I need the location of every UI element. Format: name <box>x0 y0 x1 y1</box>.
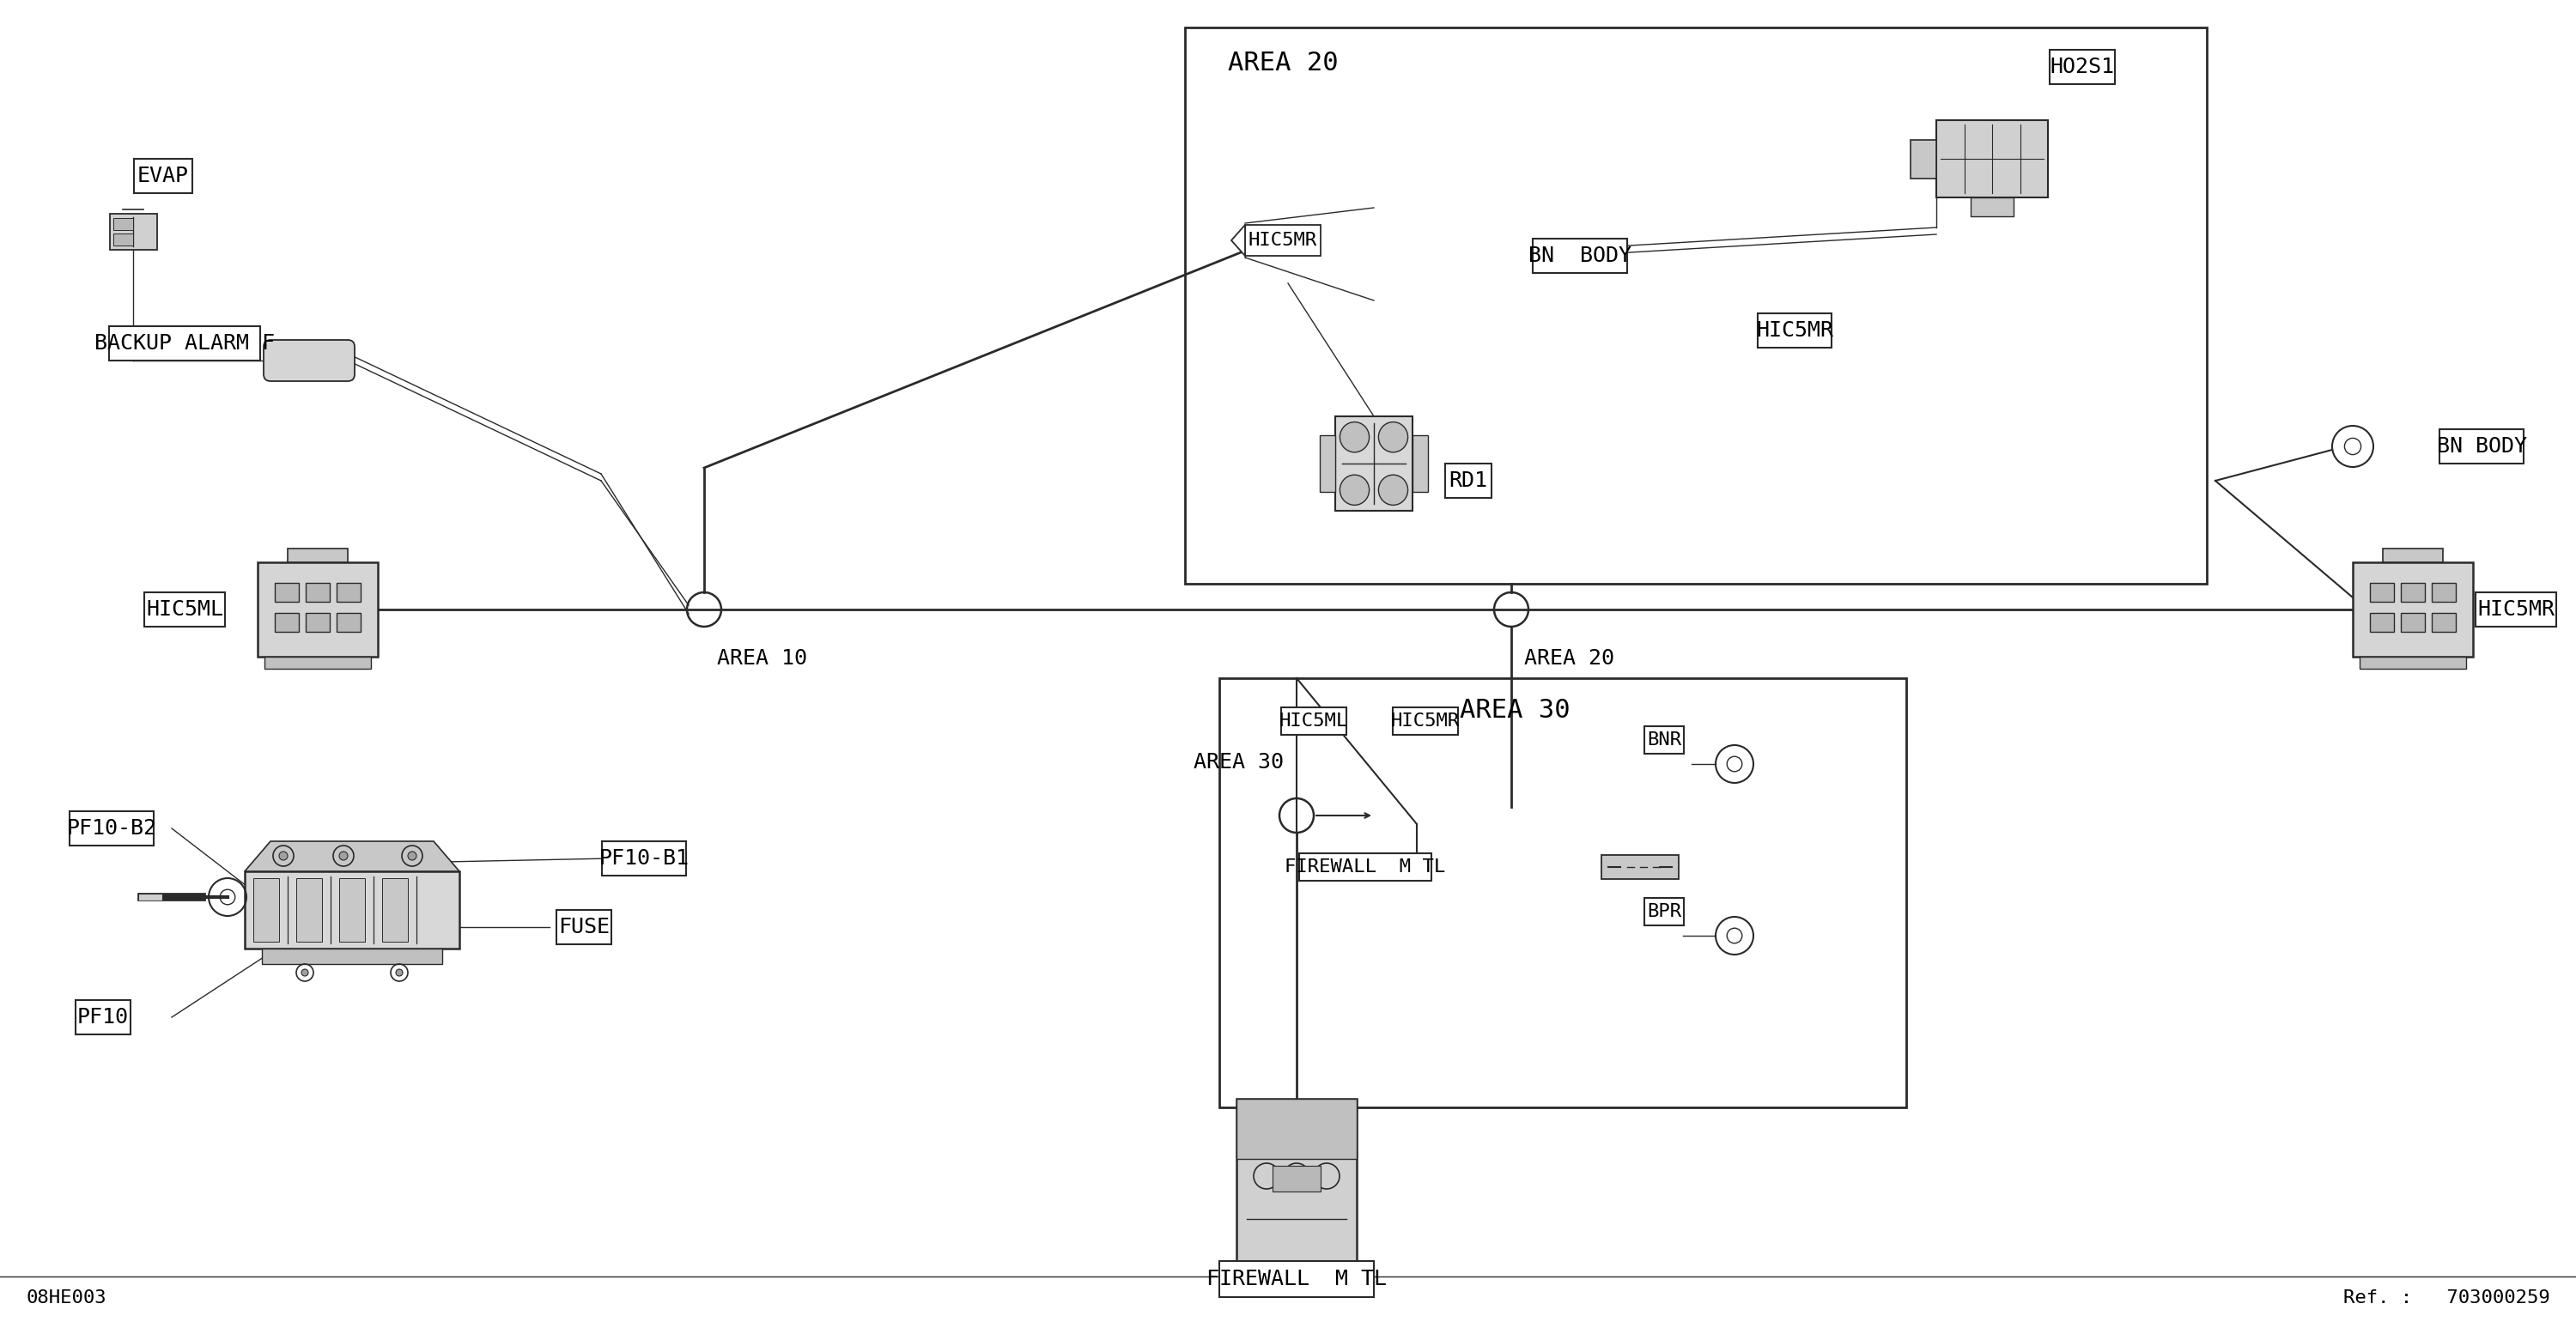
FancyBboxPatch shape <box>1218 679 1906 1108</box>
Text: Ref. :   703000259: Ref. : 703000259 <box>2344 1289 2550 1307</box>
FancyBboxPatch shape <box>1971 198 2014 216</box>
FancyBboxPatch shape <box>134 159 193 193</box>
FancyBboxPatch shape <box>340 878 366 942</box>
Text: AREA 20: AREA 20 <box>1525 648 1615 669</box>
FancyBboxPatch shape <box>113 218 134 230</box>
FancyBboxPatch shape <box>381 878 407 942</box>
Text: BPR: BPR <box>1646 903 1682 920</box>
Text: BN  BODY: BN BODY <box>1528 246 1631 266</box>
FancyBboxPatch shape <box>1412 436 1427 491</box>
Text: AREA 30: AREA 30 <box>1461 699 1571 724</box>
FancyBboxPatch shape <box>1236 1098 1358 1159</box>
FancyBboxPatch shape <box>113 234 134 246</box>
FancyBboxPatch shape <box>2352 562 2473 657</box>
Text: HIC5ML: HIC5ML <box>147 599 224 620</box>
FancyBboxPatch shape <box>296 878 322 942</box>
Text: 08HE003: 08HE003 <box>26 1289 106 1307</box>
Circle shape <box>397 969 402 976</box>
FancyBboxPatch shape <box>2432 614 2455 632</box>
Text: AREA 30: AREA 30 <box>1193 752 1283 773</box>
FancyBboxPatch shape <box>70 811 155 845</box>
FancyBboxPatch shape <box>108 327 260 360</box>
FancyBboxPatch shape <box>1911 139 1937 178</box>
FancyBboxPatch shape <box>1185 28 2208 584</box>
FancyBboxPatch shape <box>1319 436 1334 491</box>
FancyBboxPatch shape <box>1394 708 1458 734</box>
FancyBboxPatch shape <box>276 614 299 632</box>
Text: AREA 20: AREA 20 <box>1229 50 1340 76</box>
Circle shape <box>301 969 309 976</box>
FancyBboxPatch shape <box>276 583 299 602</box>
Ellipse shape <box>1340 422 1370 453</box>
FancyBboxPatch shape <box>75 1000 131 1035</box>
FancyBboxPatch shape <box>252 878 278 942</box>
Text: HIC5MR: HIC5MR <box>2478 599 2555 620</box>
FancyBboxPatch shape <box>1218 1262 1373 1296</box>
Text: BN BODY: BN BODY <box>2437 436 2527 457</box>
FancyBboxPatch shape <box>245 871 459 948</box>
Text: BACKUP ALARM F: BACKUP ALARM F <box>95 333 276 353</box>
FancyBboxPatch shape <box>2439 429 2524 463</box>
FancyBboxPatch shape <box>1445 463 1492 498</box>
FancyBboxPatch shape <box>289 548 348 562</box>
Ellipse shape <box>1340 475 1370 505</box>
Polygon shape <box>1231 224 1244 256</box>
FancyBboxPatch shape <box>1643 726 1685 754</box>
Text: HIC5MR: HIC5MR <box>1757 320 1834 341</box>
Circle shape <box>278 851 289 861</box>
Ellipse shape <box>1378 475 1409 505</box>
FancyBboxPatch shape <box>307 583 330 602</box>
FancyBboxPatch shape <box>2383 548 2442 562</box>
FancyBboxPatch shape <box>144 592 224 627</box>
FancyBboxPatch shape <box>307 614 330 632</box>
FancyBboxPatch shape <box>337 614 361 632</box>
FancyBboxPatch shape <box>2360 657 2465 669</box>
Text: PF10-B1: PF10-B1 <box>598 849 690 869</box>
FancyBboxPatch shape <box>258 562 379 657</box>
FancyBboxPatch shape <box>263 948 443 964</box>
FancyBboxPatch shape <box>2401 614 2424 632</box>
FancyBboxPatch shape <box>337 583 361 602</box>
FancyBboxPatch shape <box>1244 224 1321 256</box>
Text: HIC5MR: HIC5MR <box>1391 713 1461 729</box>
FancyBboxPatch shape <box>1273 1166 1321 1191</box>
FancyBboxPatch shape <box>1298 853 1432 880</box>
Circle shape <box>407 851 417 861</box>
FancyBboxPatch shape <box>2370 614 2393 632</box>
FancyBboxPatch shape <box>556 910 611 944</box>
FancyBboxPatch shape <box>108 214 157 250</box>
FancyBboxPatch shape <box>1236 1098 1358 1271</box>
Text: FIREWALL  M TL: FIREWALL M TL <box>1285 858 1445 875</box>
FancyBboxPatch shape <box>1280 708 1347 734</box>
Text: HIC5MR: HIC5MR <box>1249 232 1316 248</box>
FancyBboxPatch shape <box>1643 898 1685 926</box>
Text: BNR: BNR <box>1646 732 1682 749</box>
FancyBboxPatch shape <box>263 340 355 381</box>
Text: HIC5ML: HIC5ML <box>1280 713 1347 729</box>
Text: FIREWALL  M TL: FIREWALL M TL <box>1206 1268 1386 1289</box>
Circle shape <box>340 851 348 861</box>
FancyBboxPatch shape <box>1937 120 2048 198</box>
FancyBboxPatch shape <box>603 842 685 875</box>
FancyBboxPatch shape <box>1533 239 1628 272</box>
Text: PF10-B2: PF10-B2 <box>67 818 157 839</box>
FancyBboxPatch shape <box>2370 583 2393 602</box>
Text: PF10: PF10 <box>77 1007 129 1028</box>
FancyBboxPatch shape <box>2476 592 2555 627</box>
FancyBboxPatch shape <box>1334 417 1412 511</box>
Text: HO2S1: HO2S1 <box>2050 57 2115 77</box>
FancyBboxPatch shape <box>2050 50 2115 84</box>
Text: AREA 10: AREA 10 <box>716 648 806 669</box>
Ellipse shape <box>1378 422 1409 453</box>
Text: RD1: RD1 <box>1448 470 1489 491</box>
Text: FUSE: FUSE <box>559 916 611 938</box>
Text: EVAP: EVAP <box>137 166 188 186</box>
FancyBboxPatch shape <box>1757 313 1832 348</box>
FancyBboxPatch shape <box>265 657 371 669</box>
Polygon shape <box>245 841 459 871</box>
FancyBboxPatch shape <box>1270 1271 1321 1295</box>
FancyBboxPatch shape <box>1602 855 1680 879</box>
FancyBboxPatch shape <box>2401 583 2424 602</box>
FancyBboxPatch shape <box>2432 583 2455 602</box>
